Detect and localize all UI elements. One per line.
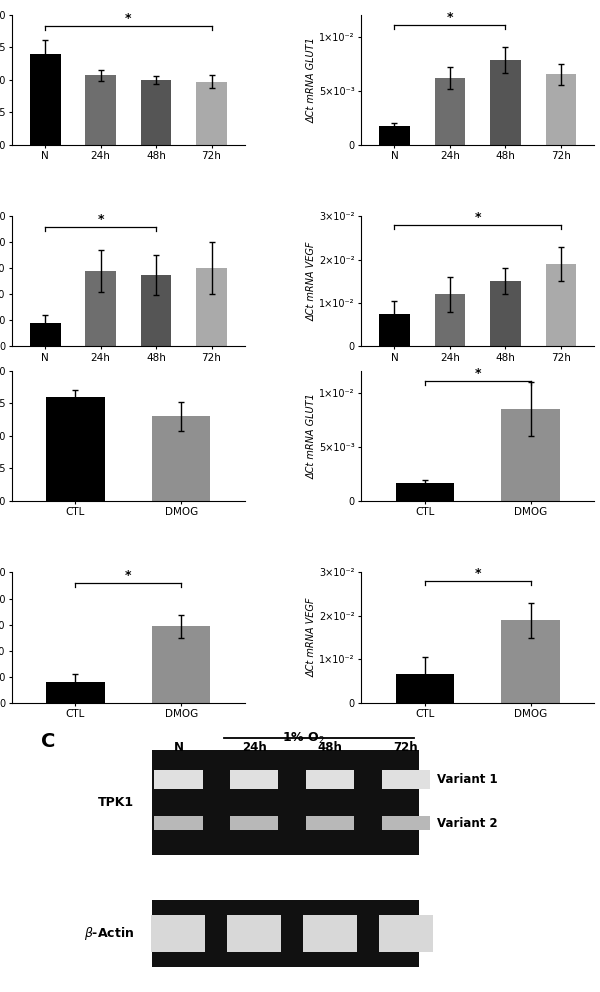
Bar xyxy=(545,264,576,346)
Bar xyxy=(382,816,430,830)
Bar xyxy=(502,620,560,702)
Text: N: N xyxy=(173,741,184,754)
Text: TPK1: TPK1 xyxy=(98,796,134,808)
Bar xyxy=(152,626,211,702)
Bar xyxy=(379,126,410,145)
Text: C: C xyxy=(41,732,55,751)
Bar xyxy=(227,916,281,952)
Bar xyxy=(545,74,576,145)
Y-axis label: ΔCt mRNA GLUT1: ΔCt mRNA GLUT1 xyxy=(307,393,316,479)
Bar xyxy=(379,313,410,346)
Y-axis label: ΔCt mRNA GLUT1: ΔCt mRNA GLUT1 xyxy=(307,37,316,123)
Bar xyxy=(46,397,104,501)
Bar xyxy=(230,770,278,789)
Text: 24h: 24h xyxy=(242,741,266,754)
Y-axis label: ΔCt mRNA VEGF: ΔCt mRNA VEGF xyxy=(307,242,317,321)
Bar xyxy=(196,269,227,346)
Text: 48h: 48h xyxy=(318,741,343,754)
Text: *: * xyxy=(97,213,104,226)
Bar xyxy=(151,916,205,952)
Bar xyxy=(379,916,433,952)
Text: Variant 2: Variant 2 xyxy=(437,816,497,829)
Text: Variant 1: Variant 1 xyxy=(437,773,497,786)
Text: *: * xyxy=(125,12,131,25)
Bar xyxy=(382,770,430,789)
Bar xyxy=(306,770,354,789)
Bar xyxy=(434,295,465,346)
Bar xyxy=(306,816,354,830)
Y-axis label: ΔCt mRNA VEGF: ΔCt mRNA VEGF xyxy=(307,598,317,678)
Bar xyxy=(141,275,172,346)
Text: *: * xyxy=(475,567,481,580)
Bar xyxy=(395,483,454,501)
Bar xyxy=(46,682,104,702)
Text: *: * xyxy=(475,367,481,380)
Bar xyxy=(30,54,61,145)
Text: *: * xyxy=(446,11,453,24)
Text: *: * xyxy=(125,569,131,582)
Bar xyxy=(85,75,116,145)
Bar xyxy=(303,916,357,952)
Bar xyxy=(154,816,203,830)
Bar xyxy=(502,409,560,501)
Bar xyxy=(85,271,116,346)
Bar xyxy=(395,675,454,702)
Bar xyxy=(30,323,61,346)
Text: 72h: 72h xyxy=(394,741,418,754)
Bar xyxy=(490,282,521,346)
Bar xyxy=(230,816,278,830)
Bar xyxy=(434,77,465,145)
Bar xyxy=(152,417,211,501)
Text: $\beta$-Actin: $\beta$-Actin xyxy=(84,926,134,942)
Bar xyxy=(490,61,521,145)
Bar xyxy=(196,82,227,145)
Bar xyxy=(152,901,419,967)
Bar xyxy=(154,770,203,789)
Bar xyxy=(141,80,172,145)
Text: 1% O$_2$: 1% O$_2$ xyxy=(281,731,325,746)
Text: *: * xyxy=(475,211,481,224)
Bar xyxy=(152,750,419,854)
